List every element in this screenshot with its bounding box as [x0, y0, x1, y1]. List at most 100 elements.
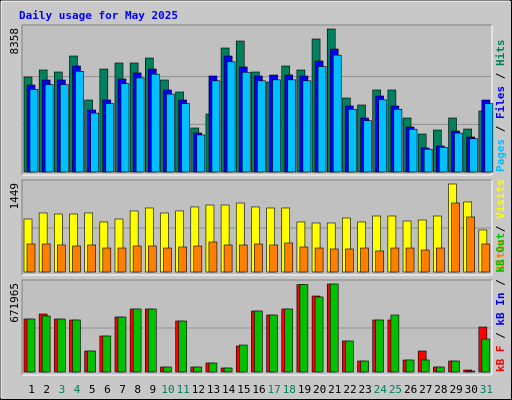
bar — [420, 249, 430, 273]
x-tick-label: 17 — [268, 383, 281, 396]
x-tick-label: 23 — [359, 383, 372, 396]
legend-item: Visits — [494, 179, 507, 219]
x-tick-label: 27 — [419, 383, 432, 396]
bar — [223, 367, 233, 373]
legend: kB F / kB In / kB Out — [494, 233, 507, 372]
x-tick-label: 10 — [161, 383, 174, 396]
bar — [223, 244, 233, 273]
bar — [120, 83, 130, 173]
legend-item: kB Out — [494, 233, 507, 273]
legend-item: Pages — [494, 139, 507, 172]
bar — [254, 243, 263, 273]
bar — [193, 245, 203, 273]
bar — [87, 350, 96, 373]
bar — [405, 359, 415, 373]
bar — [329, 248, 339, 273]
legend-separator: / — [494, 225, 507, 232]
x-tick-label: 15 — [237, 383, 250, 396]
bar — [193, 366, 203, 373]
bar — [208, 362, 218, 373]
bar — [360, 360, 369, 373]
x-tick-label: 4 — [74, 383, 81, 396]
bar — [166, 93, 175, 173]
bar — [451, 360, 460, 373]
bar — [102, 247, 112, 273]
bar — [102, 335, 112, 373]
bar — [163, 247, 172, 273]
bar — [481, 338, 491, 373]
bar — [420, 359, 430, 373]
bar — [272, 79, 281, 173]
bar — [375, 250, 385, 273]
bar — [469, 138, 478, 173]
x-tick-label: 20 — [313, 383, 326, 396]
bar — [451, 202, 460, 273]
y-max-label: 671965 — [8, 283, 21, 323]
bar — [466, 370, 475, 373]
bar — [378, 99, 388, 173]
bar — [117, 316, 127, 373]
x-tick-label: 31 — [480, 383, 493, 396]
bar — [257, 80, 266, 173]
bar — [132, 245, 142, 273]
bar — [454, 132, 463, 173]
bar — [393, 108, 403, 173]
bar — [302, 80, 312, 173]
bar — [345, 248, 354, 273]
bar — [317, 66, 327, 173]
bar — [72, 319, 81, 373]
bar — [390, 247, 400, 273]
x-tick-label: 5 — [89, 383, 96, 396]
x-tick-label: 13 — [207, 383, 220, 396]
bar — [75, 70, 84, 173]
bar — [238, 244, 248, 273]
x-tick-label: 18 — [283, 383, 296, 396]
bar — [211, 80, 221, 173]
bar — [72, 245, 81, 273]
bar — [147, 245, 157, 273]
bar — [332, 54, 342, 173]
x-tick-label: 24 — [374, 383, 388, 396]
bar — [329, 283, 339, 373]
x-tick-label: 8 — [134, 383, 141, 396]
bar — [147, 308, 157, 373]
legend-separator: / — [494, 332, 507, 339]
legend-separator: / — [494, 72, 507, 79]
legend-item: kB In — [494, 293, 507, 326]
bar — [87, 244, 96, 273]
bar — [226, 61, 236, 173]
bar — [178, 320, 187, 373]
bar — [284, 308, 294, 373]
bar — [269, 314, 278, 373]
bar — [314, 296, 324, 373]
bar — [90, 112, 99, 173]
bar — [105, 103, 115, 173]
y-max-label: 8358 — [8, 28, 21, 55]
bar — [178, 246, 187, 273]
legend-item: Hits — [494, 40, 507, 67]
bar — [466, 216, 475, 273]
x-tick-label: 28 — [434, 383, 447, 396]
bar — [135, 77, 145, 173]
legend-item: Files — [494, 86, 507, 119]
bar — [314, 247, 324, 273]
x-tick-label: 7 — [119, 383, 126, 396]
x-tick-label: 14 — [222, 383, 236, 396]
x-tick-label: 9 — [150, 383, 157, 396]
bar — [481, 243, 491, 273]
bar — [41, 243, 51, 273]
legend: Sites / Visits — [494, 179, 507, 272]
bar — [484, 103, 494, 173]
bar — [299, 246, 309, 273]
legend-item: Sites — [494, 239, 507, 272]
x-tick-label: 22 — [343, 383, 356, 396]
x-tick-label: 29 — [449, 383, 462, 396]
x-tick-label: 26 — [404, 383, 417, 396]
bar — [423, 148, 433, 173]
bar — [269, 244, 278, 273]
bar — [132, 308, 142, 373]
bar — [287, 79, 297, 173]
x-tick-label: 21 — [328, 383, 341, 396]
bar — [26, 243, 36, 273]
